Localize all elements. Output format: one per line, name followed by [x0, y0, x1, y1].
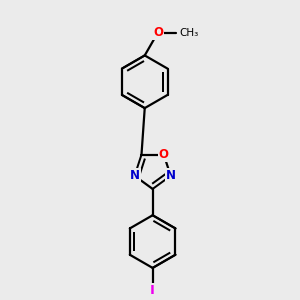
Text: O: O	[159, 148, 169, 161]
Text: CH₃: CH₃	[179, 28, 199, 38]
Text: N: N	[166, 169, 176, 182]
Text: I: I	[150, 284, 155, 297]
Text: N: N	[130, 169, 140, 182]
Text: O: O	[153, 26, 163, 39]
